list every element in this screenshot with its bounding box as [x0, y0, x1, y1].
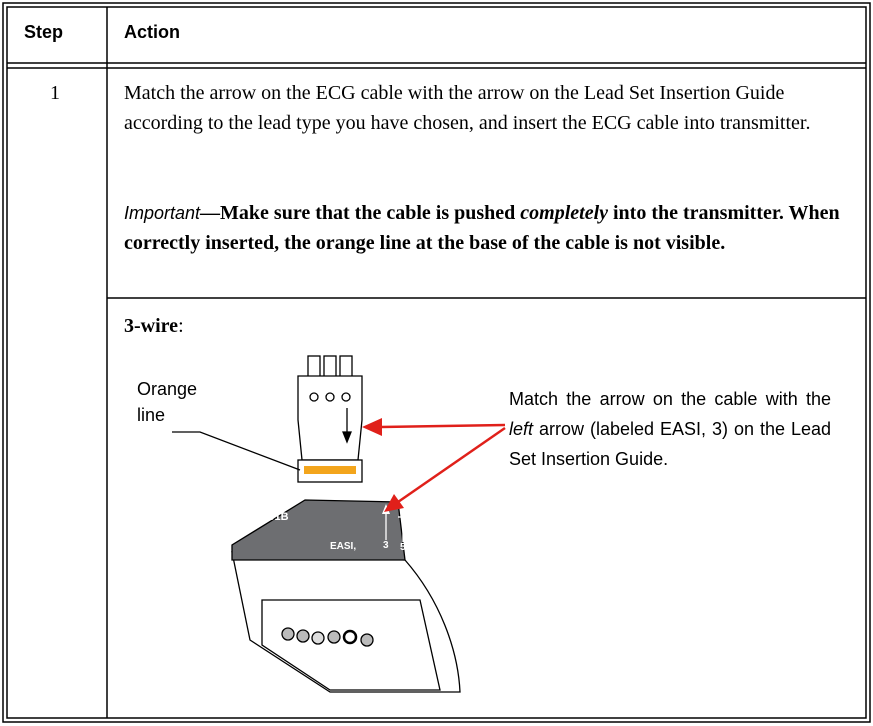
- callout-emphasis: left: [509, 419, 534, 439]
- arrow-3-label: 3: [383, 540, 389, 551]
- wire-heading: 3-wire: [124, 315, 179, 337]
- important-label: Important: [124, 203, 201, 223]
- figure: [172, 355, 506, 693]
- important-text: into the transmitter. When correctly ins…: [124, 202, 840, 254]
- header-step: Step: [24, 22, 64, 42]
- arrow-5-label: 5: [400, 542, 406, 553]
- callout: Match the arrow on the cable with the le…: [509, 384, 831, 474]
- model-label: M2601B: [247, 511, 289, 523]
- important-note: Important—Make sure that the cable is pu…: [124, 198, 854, 258]
- orange-line-label: Orange line: [137, 379, 198, 425]
- figure-heading: 3-wire:: [124, 311, 184, 341]
- callout-text: Match the arrow on the cable with the: [509, 389, 831, 409]
- easi-label: EASI,: [330, 541, 356, 552]
- header-action: Action: [124, 22, 180, 42]
- heading-suffix: :: [178, 315, 184, 337]
- instruction: Match the arrow on the ECG cable with th…: [124, 82, 811, 134]
- step-number: 1: [50, 82, 60, 104]
- important-emphasis: completely: [520, 202, 608, 224]
- important-text: —Make sure that the cable is pushed: [200, 202, 521, 224]
- callout-text: arrow (labeled EASI, 3) on the Lead Set …: [509, 419, 831, 469]
